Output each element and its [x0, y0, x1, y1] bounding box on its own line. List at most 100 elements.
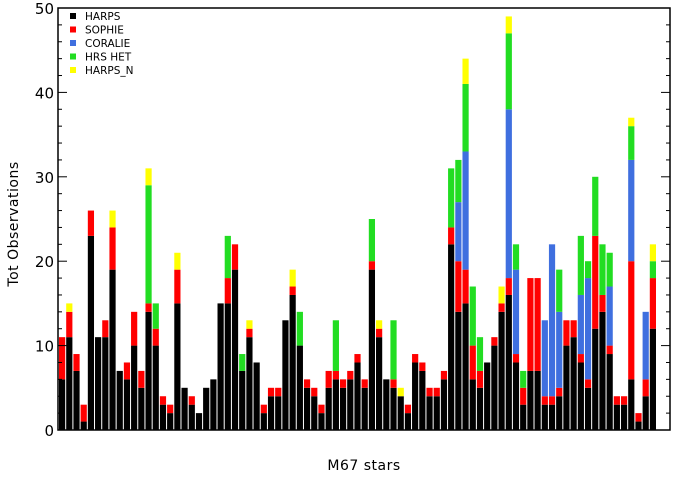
bar-harps-55: [448, 244, 455, 430]
bar-sophie-11: [131, 311, 138, 346]
bar-harps-33: [289, 294, 296, 430]
bar-sophie-56: [455, 261, 462, 312]
bar-hrs-het-56: [455, 159, 462, 203]
bar-sophie-37: [318, 404, 325, 414]
bar-harps-n-63: [505, 16, 512, 34]
bar-harps-64: [512, 362, 520, 430]
bar-harps-52: [426, 396, 433, 430]
bar-harps-57: [462, 303, 469, 430]
bar-harps-25: [231, 269, 239, 430]
bar-harps-11: [131, 345, 138, 430]
bar-sophie-33: [289, 286, 296, 295]
bar-harps-70: [556, 396, 563, 430]
legend-swatch-harps: [70, 13, 76, 19]
bar-sophie-52: [426, 387, 433, 397]
bar-sophie-65: [520, 387, 527, 405]
bar-sophie-53: [433, 387, 440, 397]
bar-coralie-73: [577, 294, 584, 355]
bar-harps-77: [606, 354, 613, 430]
bar-harps-n-13: [145, 168, 152, 186]
bar-harps-61: [491, 345, 498, 430]
bar-sophie-78: [613, 396, 620, 405]
bar-harps-67: [534, 370, 541, 430]
bar-sophie-10: [123, 362, 131, 380]
legend-swatch-harps-n: [70, 67, 76, 73]
bar-sophie-12: [138, 370, 145, 388]
bar-harps-79: [620, 404, 628, 430]
bar-harps-n-62: [498, 286, 505, 304]
bar-harps-32: [282, 320, 289, 430]
y-tick-label-0: 0: [44, 422, 54, 440]
bar-harps-81: [635, 421, 642, 430]
bar-sophie-49: [404, 404, 412, 414]
bar-harps-38: [325, 387, 332, 430]
bar-harps-n-27: [246, 320, 253, 329]
bar-harps-14: [152, 345, 159, 430]
bar-hrs-het-75: [592, 176, 599, 236]
bar-harps-13: [145, 311, 152, 430]
legend-label-harps-n: HARPS_N: [85, 65, 133, 77]
bar-coralie-77: [606, 286, 613, 346]
bar-sophie-57: [462, 269, 469, 304]
bar-sophie-3: [73, 354, 80, 371]
y-axis-title: Tot Observations: [6, 161, 22, 287]
bar-harps-1: [59, 379, 66, 430]
bar-sophie-35: [303, 379, 311, 388]
bar-harps-37: [318, 413, 325, 430]
bar-harps-49: [404, 413, 412, 430]
bar-harps-76: [599, 311, 606, 430]
bar-harps-66: [527, 370, 534, 430]
bar-hrs-het-73: [577, 235, 584, 295]
bar-harps-18: [181, 387, 188, 430]
bar-harps-26: [239, 370, 246, 430]
bar-harps-n-45: [376, 320, 383, 329]
bar-sophie-67: [534, 278, 541, 371]
plot-frame: [57, 7, 671, 431]
bar-harps-34: [296, 345, 303, 430]
bar-harps-41: [347, 379, 354, 430]
bar-sophie-66: [527, 278, 534, 371]
bar-harps-42: [354, 362, 361, 430]
legend-label-sophie: SOPHIE: [85, 25, 124, 37]
bar-sophie-40: [339, 379, 347, 388]
bar-sophie-54: [440, 370, 448, 380]
bar-harps-15: [159, 404, 167, 430]
bar-harps-12: [138, 387, 145, 430]
bar-harps-71: [563, 345, 570, 430]
bar-hrs-het-64: [512, 244, 520, 270]
bar-harps-65: [520, 404, 527, 430]
bar-harps-n-80: [628, 117, 635, 127]
bar-harps-72: [570, 337, 577, 430]
bar-hrs-het-44: [368, 219, 376, 262]
bar-sophie-81: [635, 413, 642, 422]
bar-harps-54: [440, 379, 448, 430]
bar-sophie-79: [620, 396, 628, 405]
bar-harps-80: [628, 379, 635, 430]
bar-sophie-50: [412, 354, 419, 363]
bar-sophie-82: [642, 379, 649, 397]
bar-hrs-het-24: [224, 235, 231, 279]
bar-harps-16: [167, 413, 174, 430]
y-tick-label-40: 40: [35, 84, 54, 102]
bar-harps-10: [123, 379, 131, 430]
bar-sophie-72: [570, 320, 577, 338]
bar-sophie-47: [390, 379, 397, 388]
bar-harps-35: [303, 387, 311, 430]
legend-label-harps: HARPS: [85, 11, 121, 23]
bar-sophie-1: [59, 337, 66, 380]
bar-coralie-68: [541, 320, 548, 397]
bar-harps-63: [505, 294, 512, 430]
bar-harps-n-2: [66, 303, 73, 312]
bar-sophie-80: [628, 261, 635, 380]
bar-hrs-het-57: [462, 83, 469, 152]
bar-sophie-74: [584, 379, 592, 388]
bar-harps-83: [649, 328, 656, 430]
bar-hrs-het-83: [649, 261, 656, 279]
bar-sophie-75: [592, 235, 599, 329]
bar-harps-17: [174, 303, 181, 430]
bar-sophie-13: [145, 303, 152, 312]
bar-harps-36: [311, 396, 318, 430]
bar-harps-58: [469, 379, 476, 430]
bar-sophie-77: [606, 345, 613, 355]
bar-hrs-het-74: [584, 261, 592, 279]
